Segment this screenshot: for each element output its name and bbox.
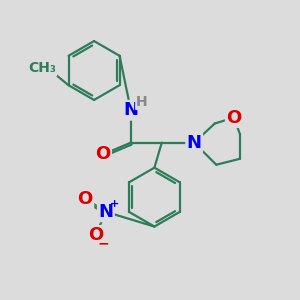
Text: +: +	[110, 199, 119, 208]
Text: H: H	[136, 95, 148, 109]
Text: O: O	[78, 190, 93, 208]
Text: O: O	[95, 146, 110, 164]
Text: O: O	[226, 109, 242, 127]
Text: O: O	[88, 226, 103, 244]
Text: −: −	[98, 237, 110, 250]
Text: N: N	[98, 203, 113, 221]
Text: CH₃: CH₃	[28, 61, 56, 75]
Text: N: N	[123, 101, 138, 119]
Text: N: N	[187, 134, 202, 152]
